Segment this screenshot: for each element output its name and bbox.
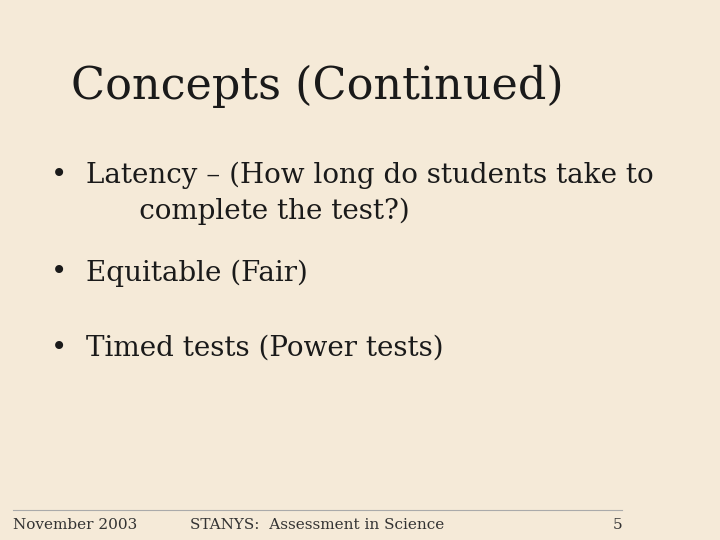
Text: Concepts (Continued): Concepts (Continued): [71, 65, 564, 108]
Text: •: •: [51, 162, 67, 189]
Text: Equitable (Fair): Equitable (Fair): [86, 259, 307, 287]
Text: STANYS:  Assessment in Science: STANYS: Assessment in Science: [190, 518, 445, 532]
Text: Latency – (How long do students take to
      complete the test?): Latency – (How long do students take to …: [86, 162, 653, 225]
Text: Timed tests (Power tests): Timed tests (Power tests): [86, 335, 444, 362]
Text: 5: 5: [613, 518, 622, 532]
Text: November 2003: November 2003: [13, 518, 137, 532]
Text: •: •: [51, 259, 67, 286]
Text: •: •: [51, 335, 67, 362]
